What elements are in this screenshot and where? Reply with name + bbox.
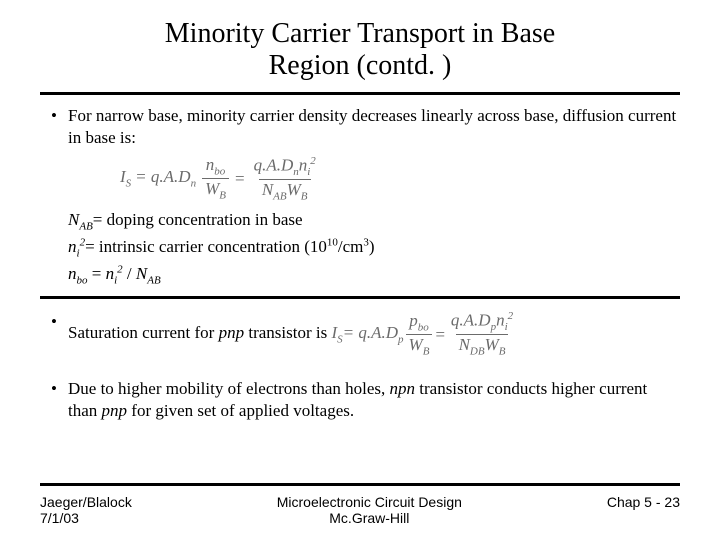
bullet-3: • Due to higher mobility of electrons th… [40, 378, 680, 422]
title-line-2: Region (contd. ) [269, 50, 452, 81]
footer-left: Jaeger/Blalock 7/1/03 [40, 494, 132, 526]
slide-title: Minority Carrier Transport in Base Regio… [40, 18, 680, 82]
def-3: nbo = ni2 / NAB [68, 262, 680, 289]
definitions: NAB= doping concentration in base ni2= i… [68, 208, 680, 288]
equation-2: IS = q.A.Dp pbo WB = q.A.Dpni2 NDBWB [331, 311, 518, 357]
footer-rule [40, 483, 680, 486]
def-1: NAB= doping concentration in base [68, 208, 680, 235]
title-rule [40, 92, 680, 95]
def-2: ni2= intrinsic carrier concentration (10… [68, 235, 680, 262]
footer: Jaeger/Blalock 7/1/03 Microelectronic Ci… [40, 483, 680, 526]
bullet-dot: • [40, 105, 68, 149]
content-area: • For narrow base, minority carrier dens… [40, 105, 680, 422]
footer-center: Microelectronic Circuit Design Mc.Graw-H… [132, 494, 607, 526]
bullet-1-text: For narrow base, minority carrier densit… [68, 105, 680, 149]
footer-right: Chap 5 - 23 [607, 494, 680, 510]
bullet-dot: • [40, 311, 68, 357]
bullet-2-text: Saturation current for pnp transistor is… [68, 311, 680, 357]
mid-rule-1 [40, 296, 680, 299]
bullet-dot: • [40, 378, 68, 422]
title-line-1: Minority Carrier Transport in Base [165, 18, 555, 49]
bullet-3-text: Due to higher mobility of electrons than… [68, 378, 680, 422]
equation-1: IS = q.A.Dn nbo WB = q.A.Dnni2 NABWB [120, 156, 680, 202]
bullet-2: • Saturation current for pnp transistor … [40, 311, 680, 357]
bullet-1: • For narrow base, minority carrier dens… [40, 105, 680, 149]
